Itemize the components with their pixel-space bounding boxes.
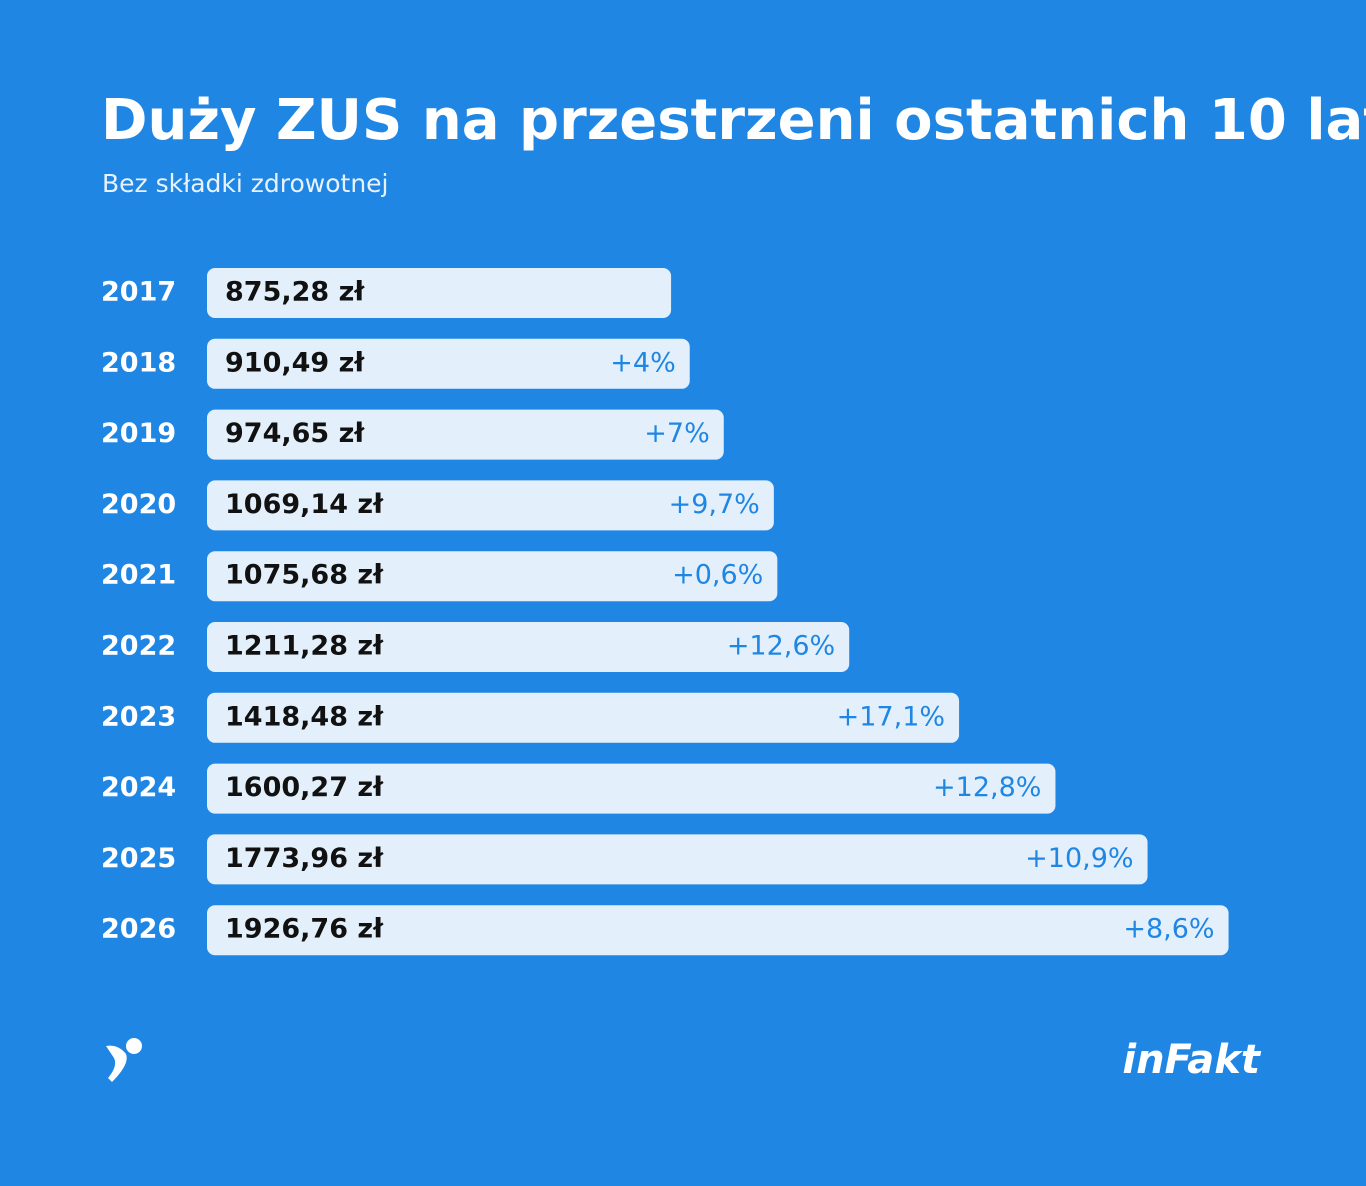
bar: [207, 834, 1148, 885]
change-label: +7%: [644, 418, 709, 449]
bar: [207, 622, 850, 672]
chart-subtitle: Bez składki zdrowotnej: [102, 169, 389, 198]
category-label: 2026: [101, 914, 176, 945]
bar: [207, 480, 774, 531]
brand-logo: inFakt: [1122, 1037, 1262, 1083]
value-label: 910,49 zł: [225, 347, 365, 378]
category-label: 2018: [101, 347, 176, 378]
change-label: +0,6%: [672, 560, 763, 591]
bar: [207, 338, 690, 389]
bar: [207, 409, 724, 460]
logo-icon: [106, 1038, 142, 1082]
change-label: +9,7%: [669, 489, 760, 520]
value-label: 1211,28 zł: [225, 631, 384, 662]
bar: [207, 692, 960, 743]
category-label: 2019: [101, 418, 176, 449]
bar: [207, 268, 672, 318]
change-label: +12,6%: [727, 631, 835, 662]
category-label: 2025: [101, 843, 176, 874]
bar: [207, 551, 778, 602]
category-label: 2023: [101, 701, 176, 732]
value-label: 1600,27 zł: [225, 772, 384, 803]
category-label: 2022: [101, 631, 176, 662]
bar: [207, 905, 1229, 956]
value-label: 1418,48 zł: [225, 701, 384, 732]
value-label: 974,65 zł: [225, 418, 365, 449]
change-label: +10,9%: [1025, 843, 1133, 874]
category-label: 2020: [101, 489, 176, 520]
value-label: 875,28 zł: [225, 277, 365, 308]
bar: [207, 763, 1056, 814]
chart-title: Duży ZUS na przestrzeni ostatnich 10 lat: [101, 88, 1366, 153]
change-label: +4%: [610, 347, 675, 378]
category-label: 2021: [101, 560, 176, 591]
category-label: 2017: [101, 277, 176, 308]
change-label: +12,8%: [933, 772, 1041, 803]
change-label: +17,1%: [837, 701, 945, 732]
value-label: 1926,76 zł: [225, 914, 384, 945]
change-label: +8,6%: [1123, 914, 1214, 945]
category-label: 2024: [101, 772, 176, 803]
value-label: 1069,14 zł: [225, 489, 384, 520]
value-label: 1773,96 zł: [225, 843, 384, 874]
value-label: 1075,68 zł: [225, 560, 384, 591]
